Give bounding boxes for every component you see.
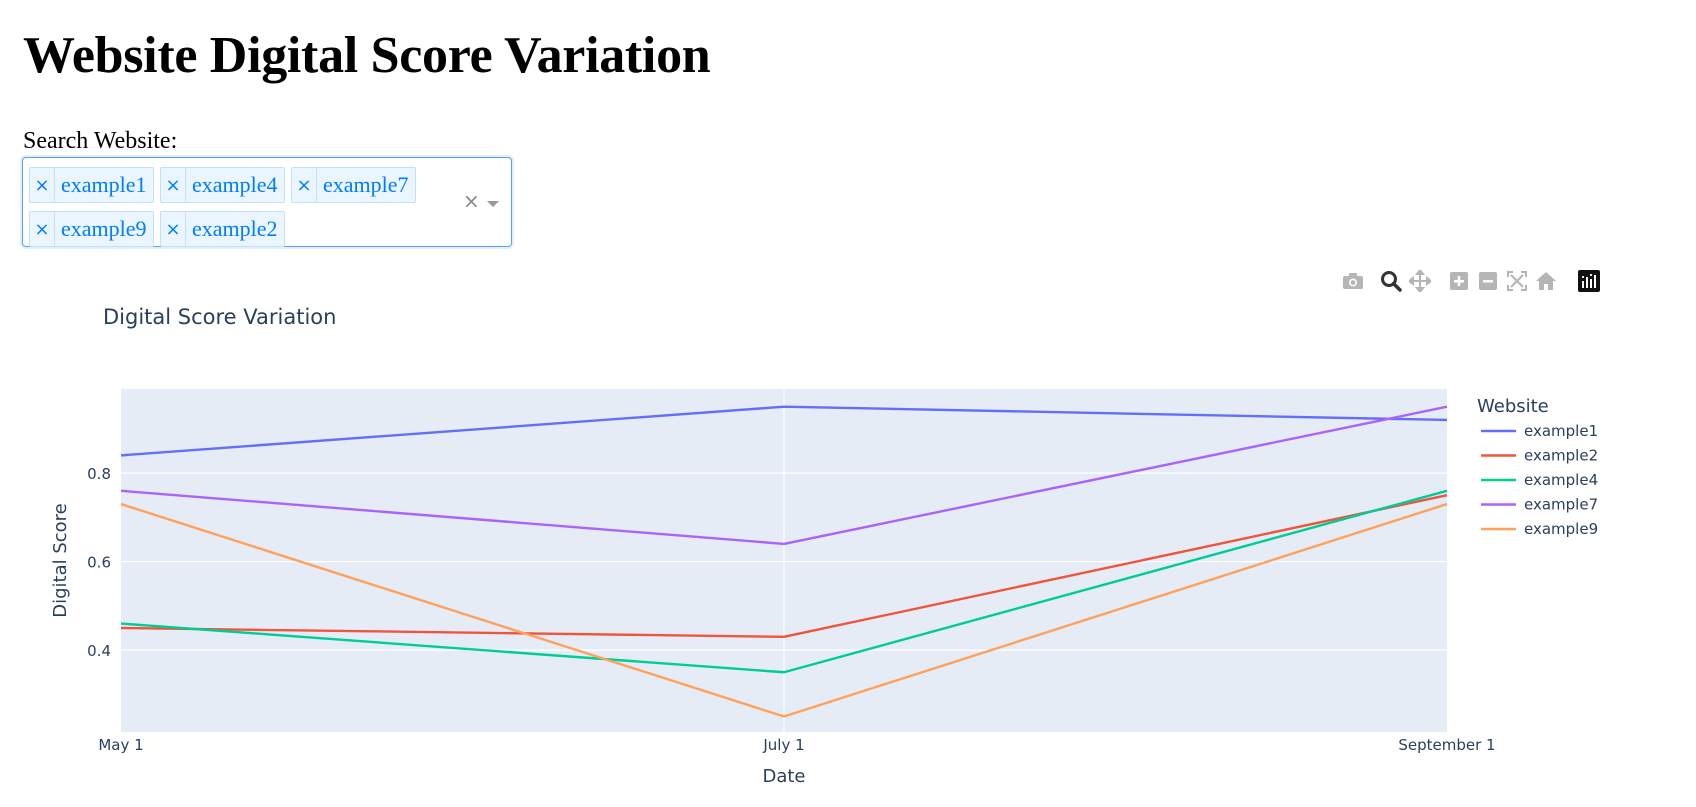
camera-icon[interactable]	[1340, 268, 1366, 294]
y-axis-title: Digital Score	[50, 503, 71, 618]
reset-axes-icon[interactable]	[1533, 268, 1559, 294]
chip-remove-icon[interactable]: ×	[292, 168, 317, 202]
chip-remove-icon[interactable]: ×	[161, 168, 186, 202]
legend-item-example4[interactable]: example4	[1524, 471, 1598, 489]
legend-item-example9[interactable]: example9	[1524, 520, 1598, 538]
x-tick-label: September 1	[1398, 736, 1495, 754]
chip-label: example9	[61, 216, 147, 241]
zoom-out-icon[interactable]	[1475, 268, 1501, 294]
chip-remove-icon[interactable]: ×	[30, 168, 55, 202]
chip-label: example1	[61, 172, 147, 197]
chip-example2[interactable]: × example2	[160, 211, 285, 247]
series-line-example1[interactable]	[120, 405, 1448, 457]
chip-example7[interactable]: × example7	[291, 167, 416, 203]
chip-label: example7	[323, 172, 409, 197]
grid-lines	[121, 389, 1447, 732]
plotly-logo-icon[interactable]	[1576, 268, 1602, 294]
search-website-label: Search Website:	[23, 128, 178, 154]
chip-remove-icon[interactable]: ×	[161, 212, 186, 246]
series-line-example9[interactable]	[120, 502, 1448, 718]
chip-label: example2	[192, 216, 278, 241]
zoom-icon[interactable]	[1378, 268, 1404, 294]
series-line-example7[interactable]	[120, 405, 1448, 546]
y-tick-label: 0.4	[87, 642, 111, 660]
x-axis-title: Date	[762, 766, 805, 787]
y-tick-label: 0.6	[87, 554, 111, 572]
autoscale-icon[interactable]	[1504, 268, 1530, 294]
series-line-example2[interactable]	[120, 494, 1448, 639]
chip-label: example4	[192, 172, 278, 197]
y-tick-label: 0.8	[87, 465, 111, 483]
legend: Website example1 example2 example4 example7…	[1477, 396, 1598, 538]
chip-example4[interactable]: × example4	[160, 167, 285, 203]
clear-all-icon[interactable]: ×	[463, 189, 480, 213]
x-tick-label: July 1	[762, 736, 804, 754]
page-title: Website Digital Score Variation	[23, 27, 711, 84]
series-line-example4[interactable]	[120, 489, 1448, 674]
website-multi-select[interactable]: × example1 × example4 × example7 × examp…	[22, 157, 512, 247]
chart-title: Digital Score Variation	[103, 305, 336, 329]
chip-example9[interactable]: × example9	[29, 211, 154, 247]
chip-example1[interactable]: × example1	[29, 167, 154, 203]
pan-icon[interactable]	[1407, 268, 1433, 294]
legend-item-example2[interactable]: example2	[1524, 447, 1598, 465]
legend-item-example1[interactable]: example1	[1524, 422, 1598, 440]
legend-item-example7[interactable]: example7	[1524, 496, 1598, 514]
digital-score-chart[interactable]: Digital Score Variation 0.4 0.6 0.8 May 1 Ju…	[0, 300, 1696, 800]
zoom-in-icon[interactable]	[1446, 268, 1472, 294]
x-tick-label: May 1	[98, 736, 143, 754]
series-lines	[120, 405, 1448, 718]
dropdown-arrow-icon[interactable]	[487, 201, 499, 207]
chip-remove-icon[interactable]: ×	[30, 212, 55, 246]
legend-title: Website	[1477, 396, 1549, 417]
tick-labels: 0.4 0.6 0.8 May 1 July 1 September 1	[87, 465, 1495, 754]
